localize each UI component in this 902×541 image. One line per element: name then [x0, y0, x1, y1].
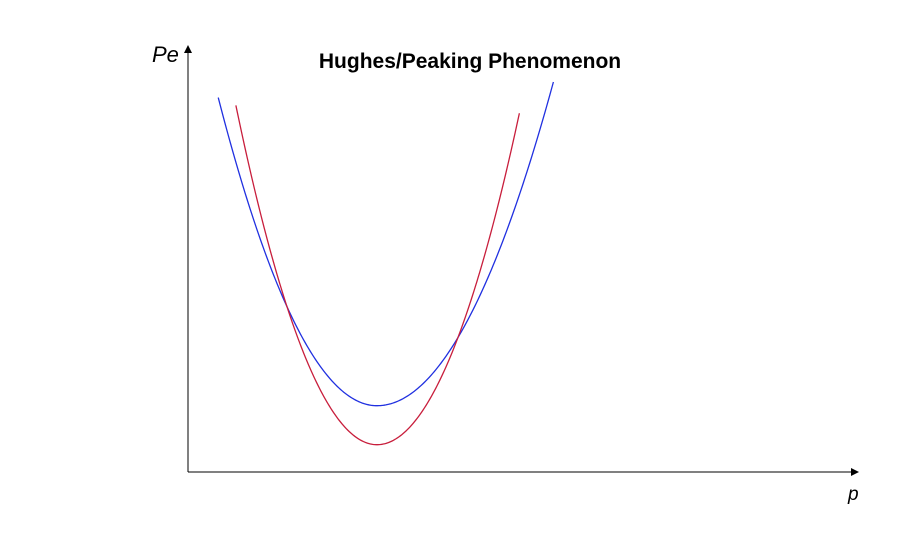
red-curve [235, 105, 521, 446]
x-axis-label: p [847, 484, 859, 505]
y-axis-label: Pe [152, 42, 179, 67]
blue-curve [217, 81, 555, 407]
chart-title: Hughes/Peaking Phenomenon [319, 50, 621, 73]
